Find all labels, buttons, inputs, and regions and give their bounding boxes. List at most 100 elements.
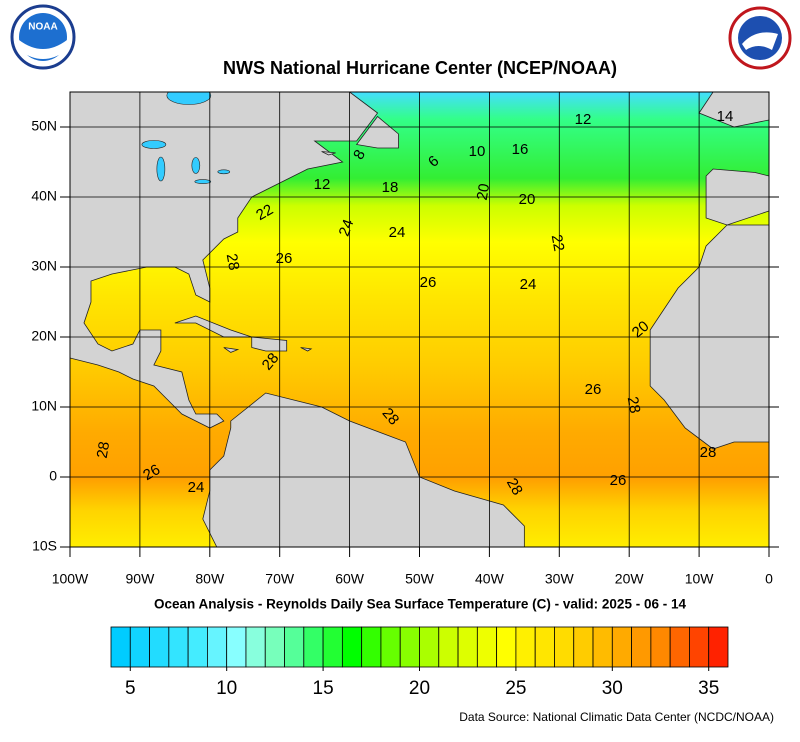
contour-label: 22 [548,233,568,252]
x-tick-label: 60W [335,571,365,587]
colorbar-box [592,626,613,668]
colorbar-box [419,626,440,668]
colorbar-box [149,626,170,668]
contour-label: 14 [717,108,734,125]
contour-label: 22 [253,201,276,224]
colorbar-box [129,626,150,668]
contour-label: 26 [140,461,163,484]
logo-text: NOAA [28,22,57,33]
contour-label: 18 [382,179,399,196]
axes: 100W 90W 80W 70W 60W 50W 40W 30W 20W 10W 0 10S 0 10N 2… [31,118,779,587]
map [70,92,769,547]
x-tick-label: 100W [52,571,89,587]
colorbar-box [110,626,131,668]
x-tick-label: 80W [195,571,225,587]
colorbar-tick-label: 35 [698,678,719,699]
y-tick-label: 10N [31,398,57,414]
colorbar-box [341,626,363,668]
colorbar-tick-label: 10 [216,678,237,699]
lake [141,140,167,149]
colorbar-box [399,626,420,668]
contour-label: 20 [474,182,494,201]
y-tick-label: 20N [31,328,57,344]
x-tick-label: 90W [126,571,156,587]
y-tick-label: 30N [31,258,57,274]
contour-label: 26 [420,274,437,291]
contour-label: 16 [512,141,529,158]
colorbar-box [284,626,305,668]
colorbar-box [264,626,285,668]
contour-label: 24 [336,217,358,238]
x-tick-label: 70W [265,571,295,587]
landmass [251,336,288,352]
colorbar-tick-label: 30 [602,678,623,699]
contour-label: 24 [389,224,406,241]
colorbar-box [631,626,652,668]
colorbar-box [303,626,324,668]
title: NWS National Hurricane Center (NCEP/NOAA… [223,58,617,78]
lake [166,92,212,105]
colorbar-box [226,626,247,668]
noaa-logo: NOAA [10,4,76,70]
contour-label: 20 [519,191,536,208]
colorbar-tick-label: 20 [409,678,430,699]
contour-label: 28 [700,444,717,461]
landmass [698,92,769,128]
colorbar-box [573,626,594,668]
nws-logo [728,6,792,70]
colorbar-box [650,626,671,668]
y-tick-label: 40N [31,188,57,204]
lake [194,179,212,184]
x-tick-label: 50W [405,571,435,587]
colorbar-box [515,626,536,668]
contour-label: 12 [314,176,331,193]
colorbar-box [361,626,382,668]
contour-label: 28 [503,475,526,498]
colorbar-box [611,626,632,668]
contour-label: 10 [469,143,486,160]
colorbar-box [187,626,208,668]
contour-label: 28 [624,395,644,414]
colorbar-box [554,626,575,668]
x-tick-label: 30W [545,571,575,587]
colorbar-box [708,626,729,668]
contour-label: 26 [585,381,602,398]
colorbar-box [457,626,478,668]
contour-label: 26 [610,472,627,489]
colorbar-box [322,626,343,668]
contour-label: 24 [188,479,205,496]
landmass [223,347,240,353]
colorbar-box [438,626,459,668]
data-source: Data Source: National Climatic Data Cent… [459,710,774,724]
lake [191,157,201,174]
landmass [300,347,313,352]
y-tick-label: 10S [32,538,57,554]
x-tick-label: 40W [475,571,505,587]
colorbar-box [534,626,555,668]
contour-label: 26 [276,250,293,267]
x-tick-label: 10W [685,571,715,587]
colorbar-box [207,626,228,668]
colorbar: 5 10 15 20 25 30 35 [110,626,729,699]
lake [156,156,166,182]
x-tick-label: 0 [765,571,773,587]
contour-label: 28 [94,440,114,459]
contour-label: 12 [575,111,592,128]
landmass [70,92,379,429]
y-tick-label: 50N [31,118,57,134]
colorbar-box [689,626,710,668]
colorbar-box [380,626,401,668]
colorbar-tick-label: 15 [313,678,334,699]
colorbar-box [476,626,498,668]
grid [70,92,769,547]
landmass [355,115,399,149]
y-tick-label: 0 [49,468,57,484]
landmass [202,392,525,547]
colorbar-tick-label: 5 [125,678,136,699]
colorbar-box [669,626,690,668]
colorbar-tick-label: 25 [505,678,526,699]
caption: Ocean Analysis - Reynolds Daily Sea Surf… [154,597,686,612]
colorbar-box [245,626,266,668]
